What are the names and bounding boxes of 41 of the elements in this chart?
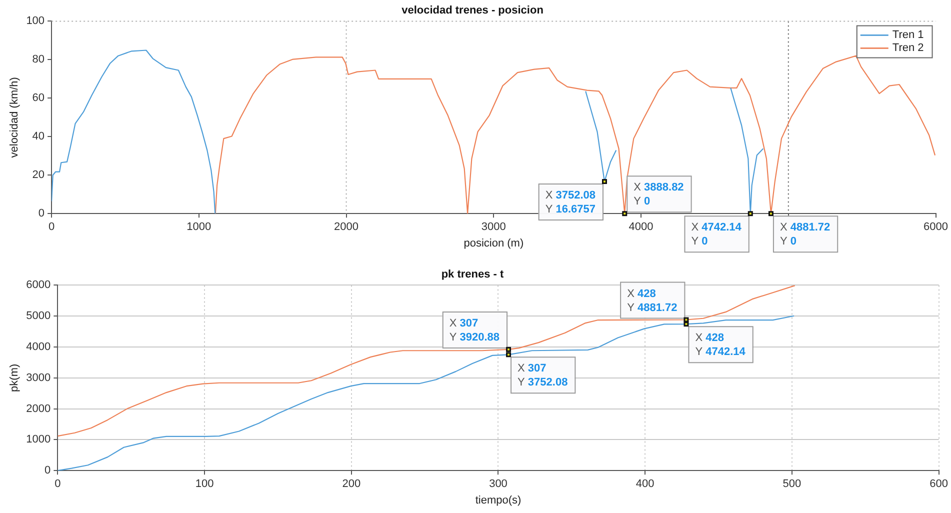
y-tick-label: 0	[38, 208, 45, 220]
y-tick-label: 40	[32, 130, 45, 143]
chart-title: velocidad trenes - posicion	[402, 4, 544, 17]
x-tick-label: 200	[342, 478, 361, 490]
y-tick-label: 4000	[26, 341, 51, 354]
x-tick-label: 2000	[334, 221, 359, 234]
y-tick-label: 6000	[26, 279, 51, 292]
x-tick-label: 100	[195, 478, 214, 490]
y-tick-label: 1000	[26, 434, 51, 446]
annotation: X 4881.72 Y 0	[780, 222, 830, 248]
x-axis-title: posicion (m)	[464, 237, 524, 250]
legend-label: Tren 2	[892, 42, 924, 54]
y-tick-label: 100	[26, 15, 45, 28]
x-tick-label: 3000	[481, 221, 506, 234]
legend-label: Tren 1	[892, 29, 924, 42]
annotation: X 307 Y 3752.08	[518, 362, 568, 389]
y-tick-label: 20	[32, 169, 45, 182]
x-tick-label: 1000	[186, 221, 212, 234]
annotation: X 428 Y 4881.72	[627, 288, 678, 314]
x-tick-label: 4000	[628, 221, 654, 234]
x-tick-label: 300	[489, 478, 508, 490]
y-tick-label: 3000	[26, 372, 51, 384]
x-tick-label: 500	[782, 478, 802, 490]
annotation: X 4742.14 Y 0	[691, 222, 742, 248]
chart-title: pk trenes - t	[441, 268, 504, 281]
x-axis-title: tiempo(s)	[475, 494, 522, 506]
x-tick-label: 400	[636, 478, 654, 490]
x-tick-label: 0	[54, 478, 61, 490]
x-tick-label: 6000	[924, 221, 948, 234]
annotation: X 428 Y 4742.14	[695, 332, 746, 358]
y-axis-title: pk(m)	[8, 364, 21, 392]
y-tick-label: 5000	[26, 310, 51, 322]
annotation: X 3752.08 Y 16.6757	[545, 190, 596, 216]
y-axis-title: velocidad (km/h)	[8, 77, 21, 158]
y-tick-label: 60	[32, 92, 45, 104]
y-tick-label: 0	[44, 464, 51, 477]
x-tick-label: 600	[930, 478, 948, 490]
annotation: X 307 Y 3920.88	[449, 317, 500, 344]
y-tick-label: 2000	[26, 402, 51, 415]
y-tick-label: 80	[32, 54, 45, 66]
annotation: X 3888.82 Y 0	[634, 182, 684, 208]
